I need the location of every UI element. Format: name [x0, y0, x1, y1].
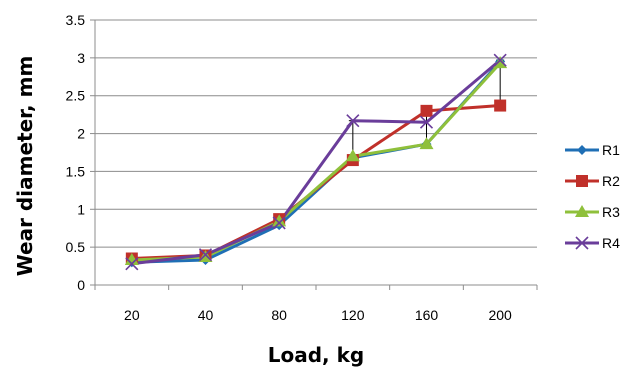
- legend-marker: [575, 205, 589, 217]
- series-line-r3: [131, 62, 502, 262]
- y-tick-label: 3: [77, 50, 85, 66]
- legend-item-r4: R4: [565, 235, 620, 251]
- series-lines: [124, 53, 508, 271]
- x-tick-label: 20: [124, 307, 140, 323]
- x-axis-title: Load, kg: [268, 343, 364, 367]
- series-line-r1: [131, 60, 502, 264]
- y-tick-label: 0: [77, 277, 85, 293]
- legend-label: R2: [602, 173, 620, 189]
- marker-stroke: [125, 257, 139, 271]
- x-tick-label: 120: [341, 307, 365, 323]
- x-tick-label: 200: [488, 307, 512, 323]
- marker-stroke: [198, 248, 213, 262]
- legend-item-r1: R1: [565, 142, 620, 158]
- legend-label: R1: [602, 142, 620, 158]
- y-tick-label: 1.5: [66, 163, 86, 179]
- legend-label: R4: [602, 235, 620, 251]
- point-r4: [493, 53, 507, 67]
- point-r3: [345, 149, 360, 162]
- marker-stroke: [493, 53, 507, 67]
- y-axis-title: Wear diameter, mm: [13, 56, 37, 277]
- x-tick-labels: 20 40 80 120 160 200: [124, 307, 512, 323]
- legend-marker: [575, 236, 589, 250]
- series-line-r2: [131, 104, 501, 260]
- legend-marker: [577, 145, 587, 155]
- marker-stroke: [346, 114, 360, 128]
- y-tick-label: 3.5: [66, 12, 86, 28]
- point-r3: [124, 253, 139, 266]
- point-r4: [346, 114, 360, 128]
- point-r4: [125, 257, 139, 271]
- y-tick-labels: 0 0.5 1 1.5 2 2.5 3 3.5: [66, 12, 86, 293]
- y-tick-label: 1: [77, 201, 85, 217]
- point-r4: [198, 248, 213, 262]
- y-tick-label: 2.5: [66, 88, 86, 104]
- point-r4: [272, 216, 286, 230]
- legend-marker: [576, 175, 588, 187]
- marker-stroke: [575, 236, 589, 250]
- series-line-r4: [131, 58, 502, 266]
- x-tick-label: 40: [198, 307, 214, 323]
- legend-item-r2: R2: [565, 173, 620, 189]
- point-r2: [420, 104, 433, 117]
- x-tick-label: 80: [271, 307, 287, 323]
- point-r3: [493, 56, 508, 69]
- point-r3: [419, 137, 434, 150]
- point-r4: [419, 115, 434, 129]
- axes: [90, 19, 538, 290]
- point-r2: [494, 99, 507, 112]
- y-tick-label: 2: [77, 126, 85, 142]
- legend-label: R3: [602, 204, 620, 220]
- legend-item-r3: R3: [565, 204, 620, 220]
- marker-stroke: [419, 115, 434, 129]
- x-tick-label: 160: [415, 307, 439, 323]
- legend: R1 R2 R3 R4: [565, 142, 620, 251]
- marker-stroke: [272, 216, 286, 230]
- y-tick-label: 0.5: [66, 239, 86, 255]
- point-r3: [272, 214, 287, 227]
- gridlines: [95, 19, 537, 248]
